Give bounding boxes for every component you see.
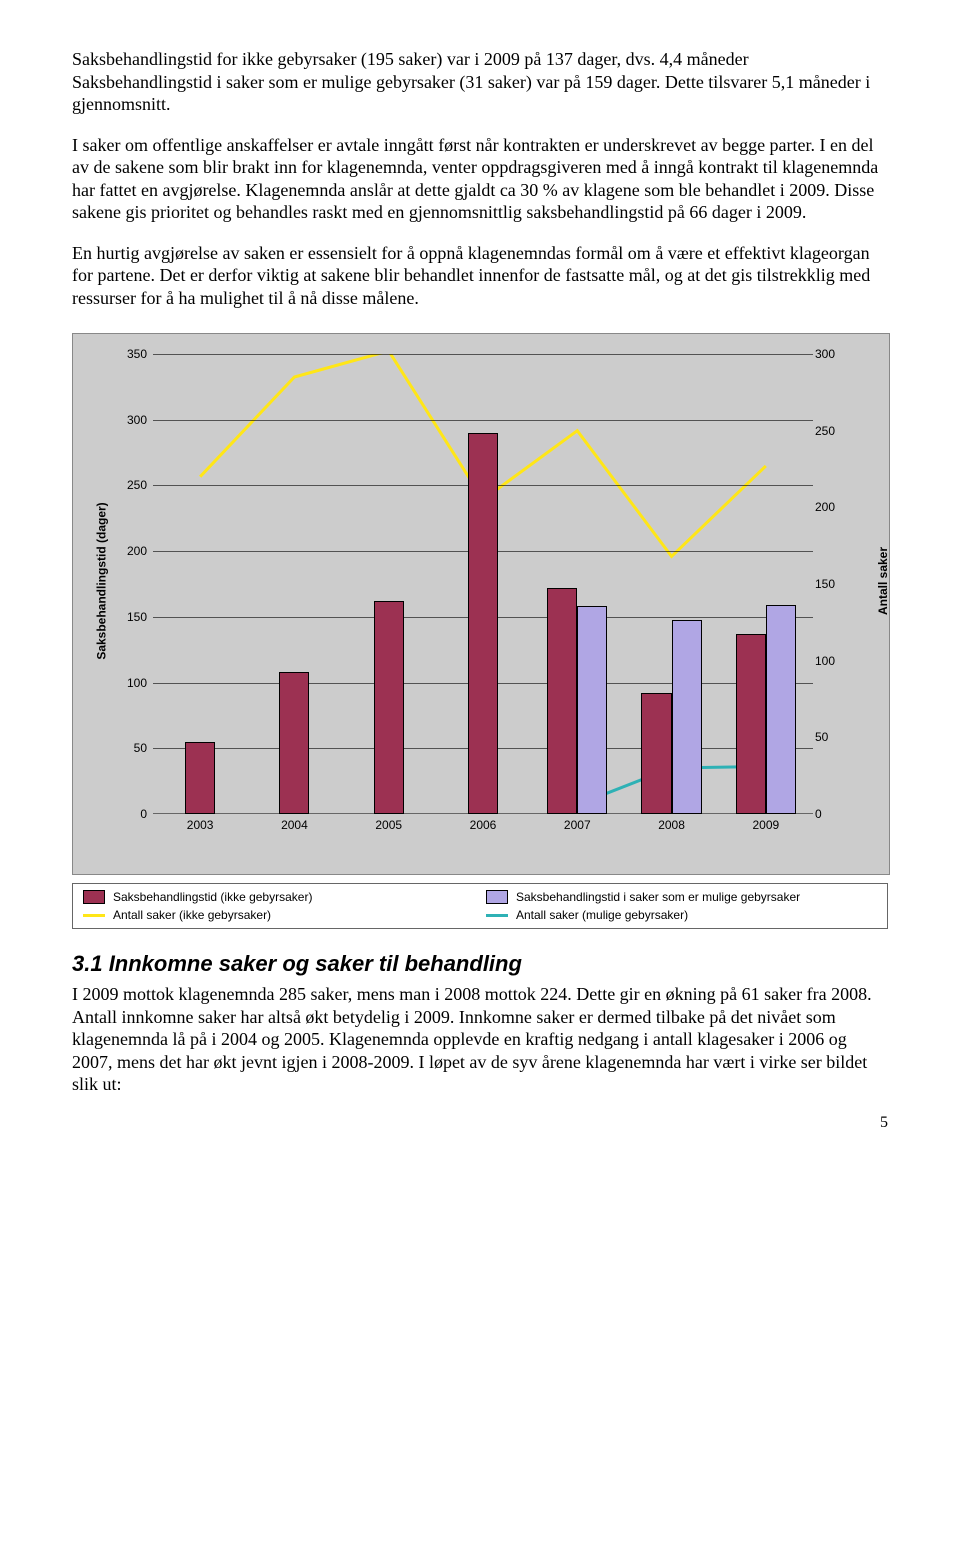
bar-ikke-gebyrsaker xyxy=(641,693,671,814)
plot-area xyxy=(153,354,813,814)
legend-item: Saksbehandlingstid (ikke gebyrsaker) xyxy=(83,890,474,904)
legend-label: Antall saker (ikke gebyrsaker) xyxy=(113,908,271,922)
y-axis-left-label: Saksbehandlingstid (dager) xyxy=(95,502,109,659)
y-right-tick: 300 xyxy=(815,347,843,361)
legend-label: Saksbehandlingstid (ikke gebyrsaker) xyxy=(113,890,312,904)
page-number: 5 xyxy=(880,1114,888,1132)
legend-swatch xyxy=(486,890,508,904)
bar-ikke-gebyrsaker xyxy=(279,672,309,814)
legend-swatch xyxy=(83,890,105,904)
x-tick: 2005 xyxy=(375,818,402,832)
paragraph-4: I 2009 mottok klagenemnda 285 saker, men… xyxy=(72,983,888,1096)
legend-label: Saksbehandlingstid i saker som er mulige… xyxy=(516,890,800,904)
gridline xyxy=(153,354,813,355)
legend-line xyxy=(486,914,508,917)
paragraph-3: En hurtig avgjørelse av saken er essensi… xyxy=(72,242,888,310)
y-left-tick: 100 xyxy=(119,676,147,690)
legend-label: Antall saker (mulige gebyrsaker) xyxy=(516,908,688,922)
bar-ikke-gebyrsaker xyxy=(736,634,766,814)
x-tick: 2006 xyxy=(470,818,497,832)
y-left-tick: 350 xyxy=(119,347,147,361)
legend-item: Saksbehandlingstid i saker som er mulige… xyxy=(486,890,877,904)
y-right-tick: 200 xyxy=(815,500,843,514)
y-left-tick: 300 xyxy=(119,413,147,427)
y-right-tick: 100 xyxy=(815,654,843,668)
x-tick: 2003 xyxy=(187,818,214,832)
y-left-tick: 250 xyxy=(119,478,147,492)
x-tick: 2007 xyxy=(564,818,591,832)
bar-mulige-gebyrsaker xyxy=(672,620,702,815)
y-axis-right-label: Antall saker xyxy=(876,547,890,615)
bar-mulige-gebyrsaker xyxy=(766,605,796,814)
y-right-tick: 0 xyxy=(815,807,843,821)
x-tick: 2004 xyxy=(281,818,308,832)
legend-item: Antall saker (mulige gebyrsaker) xyxy=(486,908,877,922)
bar-ikke-gebyrsaker xyxy=(468,433,498,814)
section-heading-3-1: 3.1 Innkomne saker og saker til behandli… xyxy=(72,951,888,977)
paragraph-1: Saksbehandlingstid for ikke gebyrsaker (… xyxy=(72,48,888,116)
y-left-tick: 150 xyxy=(119,610,147,624)
chart-legend: Saksbehandlingstid (ikke gebyrsaker) Saks… xyxy=(72,883,888,929)
bar-ikke-gebyrsaker xyxy=(547,588,577,814)
chart-container: Saksbehandlingstid (dager) Antall saker … xyxy=(72,333,890,875)
gridline xyxy=(153,420,813,421)
bar-ikke-gebyrsaker xyxy=(374,601,404,814)
legend-item: Antall saker (ikke gebyrsaker) xyxy=(83,908,474,922)
y-right-tick: 50 xyxy=(815,730,843,744)
y-right-tick: 150 xyxy=(815,577,843,591)
paragraph-2: I saker om offentlige anskaffelser er av… xyxy=(72,134,888,224)
legend-line xyxy=(83,914,105,917)
bar-mulige-gebyrsaker xyxy=(577,606,607,814)
x-tick: 2009 xyxy=(752,818,779,832)
bar-ikke-gebyrsaker xyxy=(185,742,215,814)
y-left-tick: 200 xyxy=(119,544,147,558)
y-left-tick: 50 xyxy=(119,741,147,755)
y-right-tick: 250 xyxy=(815,424,843,438)
x-tick: 2008 xyxy=(658,818,685,832)
y-left-tick: 0 xyxy=(119,807,147,821)
